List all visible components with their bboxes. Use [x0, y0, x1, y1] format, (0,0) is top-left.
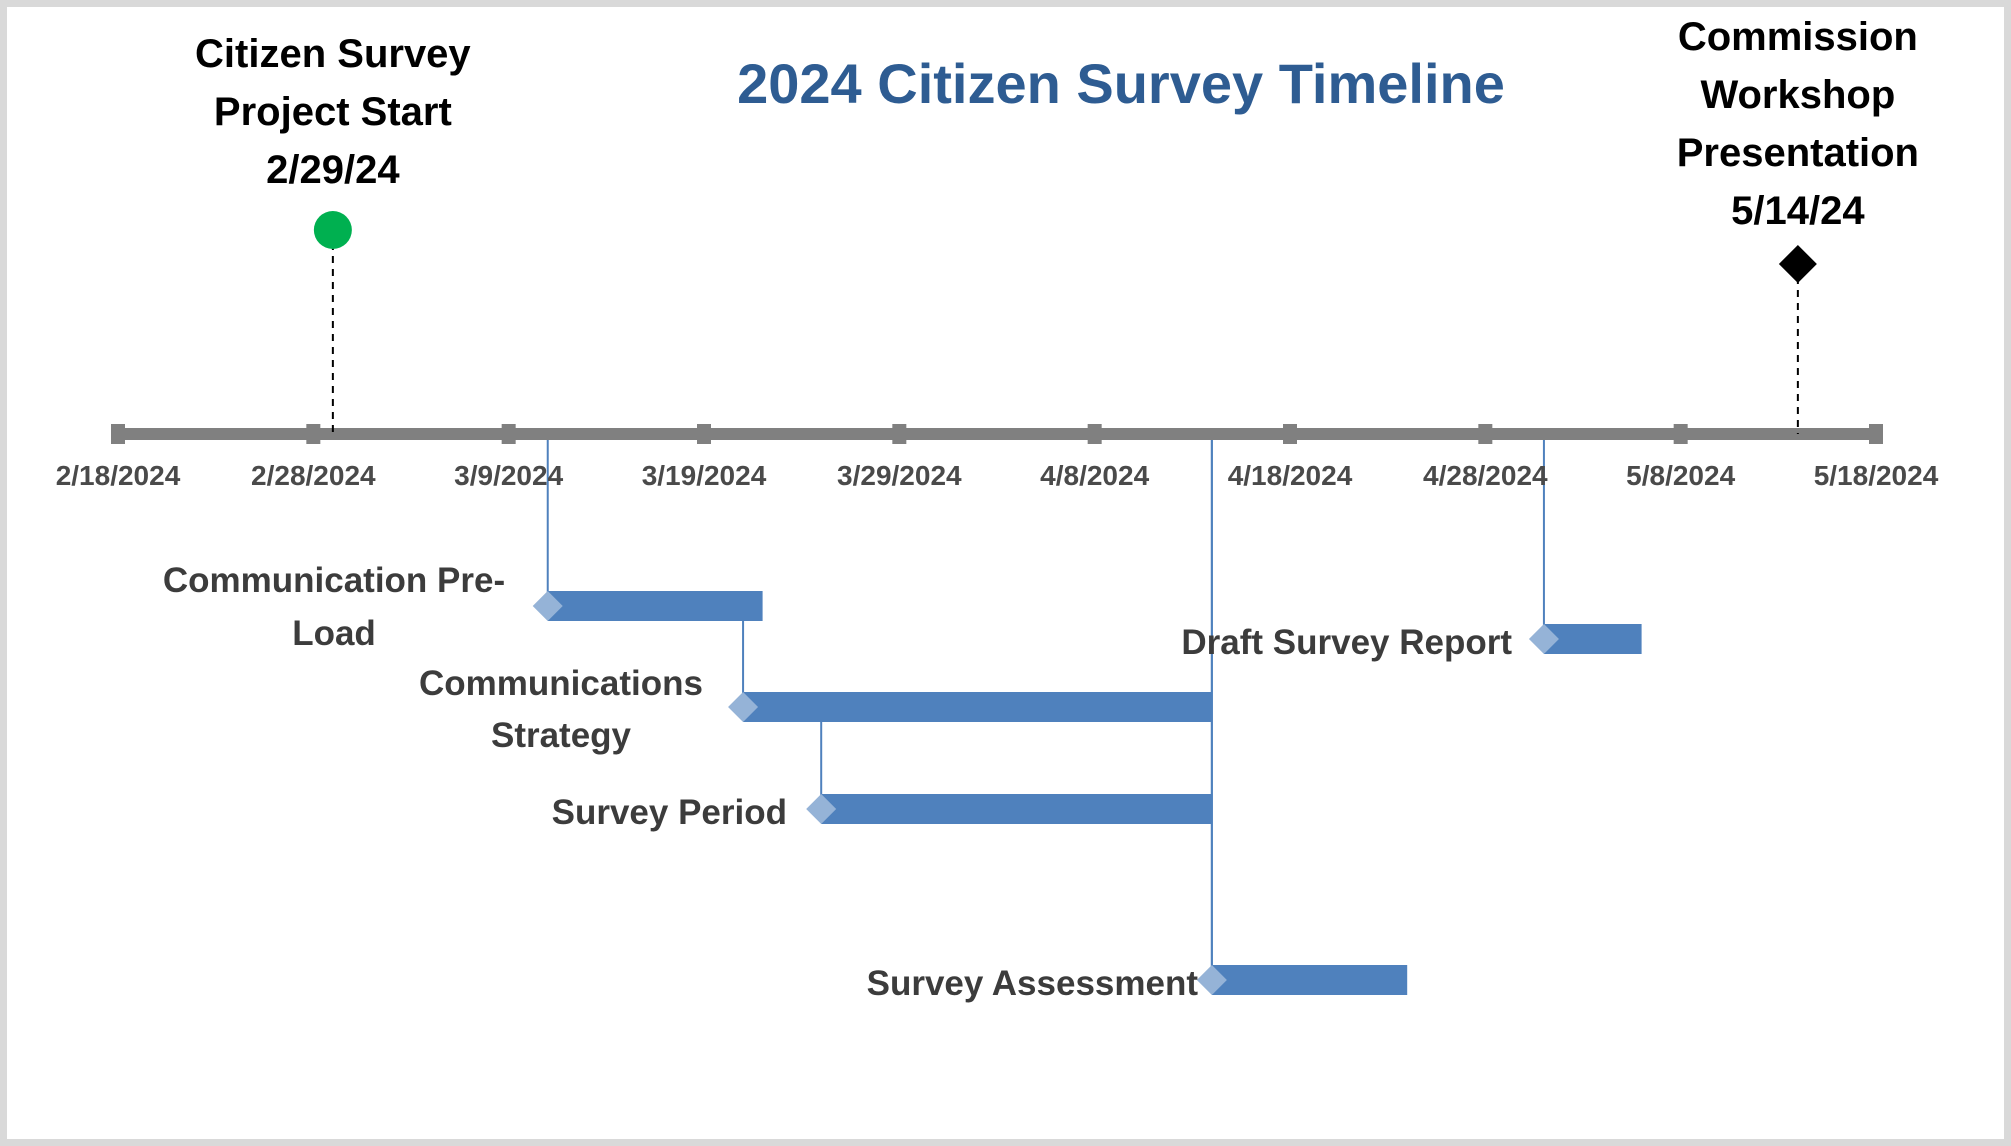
- milestone-label: 5/14/24: [1731, 189, 1865, 233]
- axis-tick-label: 4/8/2024: [1040, 460, 1149, 491]
- task-label: Survey Assessment: [867, 964, 1199, 1003]
- task-label: Draft Survey Report: [1181, 623, 1512, 662]
- axis-tick-mark: [1869, 424, 1883, 444]
- task-bar: [1211, 965, 1408, 995]
- axis-tick-mark: [892, 424, 907, 444]
- task-label: Survey Period: [552, 793, 787, 832]
- milestone-label: Citizen Survey: [195, 32, 471, 76]
- task-start-diamond: [532, 591, 563, 621]
- axis-tick-mark: [1673, 424, 1688, 444]
- chart-title: 2024 Citizen Survey Timeline: [737, 52, 1505, 115]
- axis-tick-mark: [111, 424, 125, 444]
- task-layer: Communication Pre- Load Communications Stra…: [163, 561, 1642, 1003]
- task-bar: [821, 794, 1212, 824]
- task-label: Strategy: [491, 716, 632, 755]
- task-bar: [743, 692, 1212, 722]
- task-start-diamond: [728, 692, 759, 722]
- axis-tick-mark: [1478, 424, 1493, 444]
- axis-tick-label: 3/9/2024: [454, 460, 563, 491]
- milestone-marker: [1778, 245, 1817, 283]
- axis-tick-label: 5/18/2024: [1814, 460, 1939, 491]
- axis-tick-mark: [306, 424, 321, 444]
- axis-tick-mark: [501, 424, 516, 444]
- axis-tick-label: 3/29/2024: [837, 460, 962, 491]
- milestone-label: Workshop: [1700, 73, 1895, 117]
- milestone-marker: [313, 211, 352, 249]
- task-start-diamond: [1196, 965, 1227, 995]
- task-label: Communication Pre-: [163, 561, 505, 600]
- axis-tick-mark: [1087, 424, 1102, 444]
- axis-tick-label: 4/28/2024: [1423, 460, 1548, 491]
- tick-layer: 2/18/2024 2/28/2024 3/9/2024 3/19/2024 3/29/…: [56, 424, 1939, 491]
- axis-tick-label: 2/28/2024: [251, 460, 376, 491]
- task-start-diamond: [1528, 624, 1559, 654]
- task-start-diamond: [806, 794, 837, 824]
- axis-tick-label: 2/18/2024: [56, 460, 181, 491]
- axis-tick-label: 4/18/2024: [1228, 460, 1353, 491]
- axis-tick-mark: [1283, 424, 1297, 444]
- axis-tick-mark: [697, 424, 711, 444]
- milestone-label: 2/29/24: [266, 148, 400, 192]
- axis-tick-label: 3/19/2024: [642, 460, 767, 491]
- task-label: Communications: [419, 664, 703, 703]
- task-bar: [547, 591, 763, 621]
- task-label: Load: [292, 614, 376, 653]
- milestone-label: Project Start: [214, 90, 452, 134]
- task-bar: [1543, 624, 1642, 654]
- milestone-label: Commission: [1678, 15, 1918, 59]
- axis-tick-label: 5/8/2024: [1626, 460, 1735, 491]
- milestone-layer: Citizen Survey Project Start 2/29/24 Commis…: [195, 15, 1919, 434]
- milestone-label: Presentation: [1677, 131, 1919, 175]
